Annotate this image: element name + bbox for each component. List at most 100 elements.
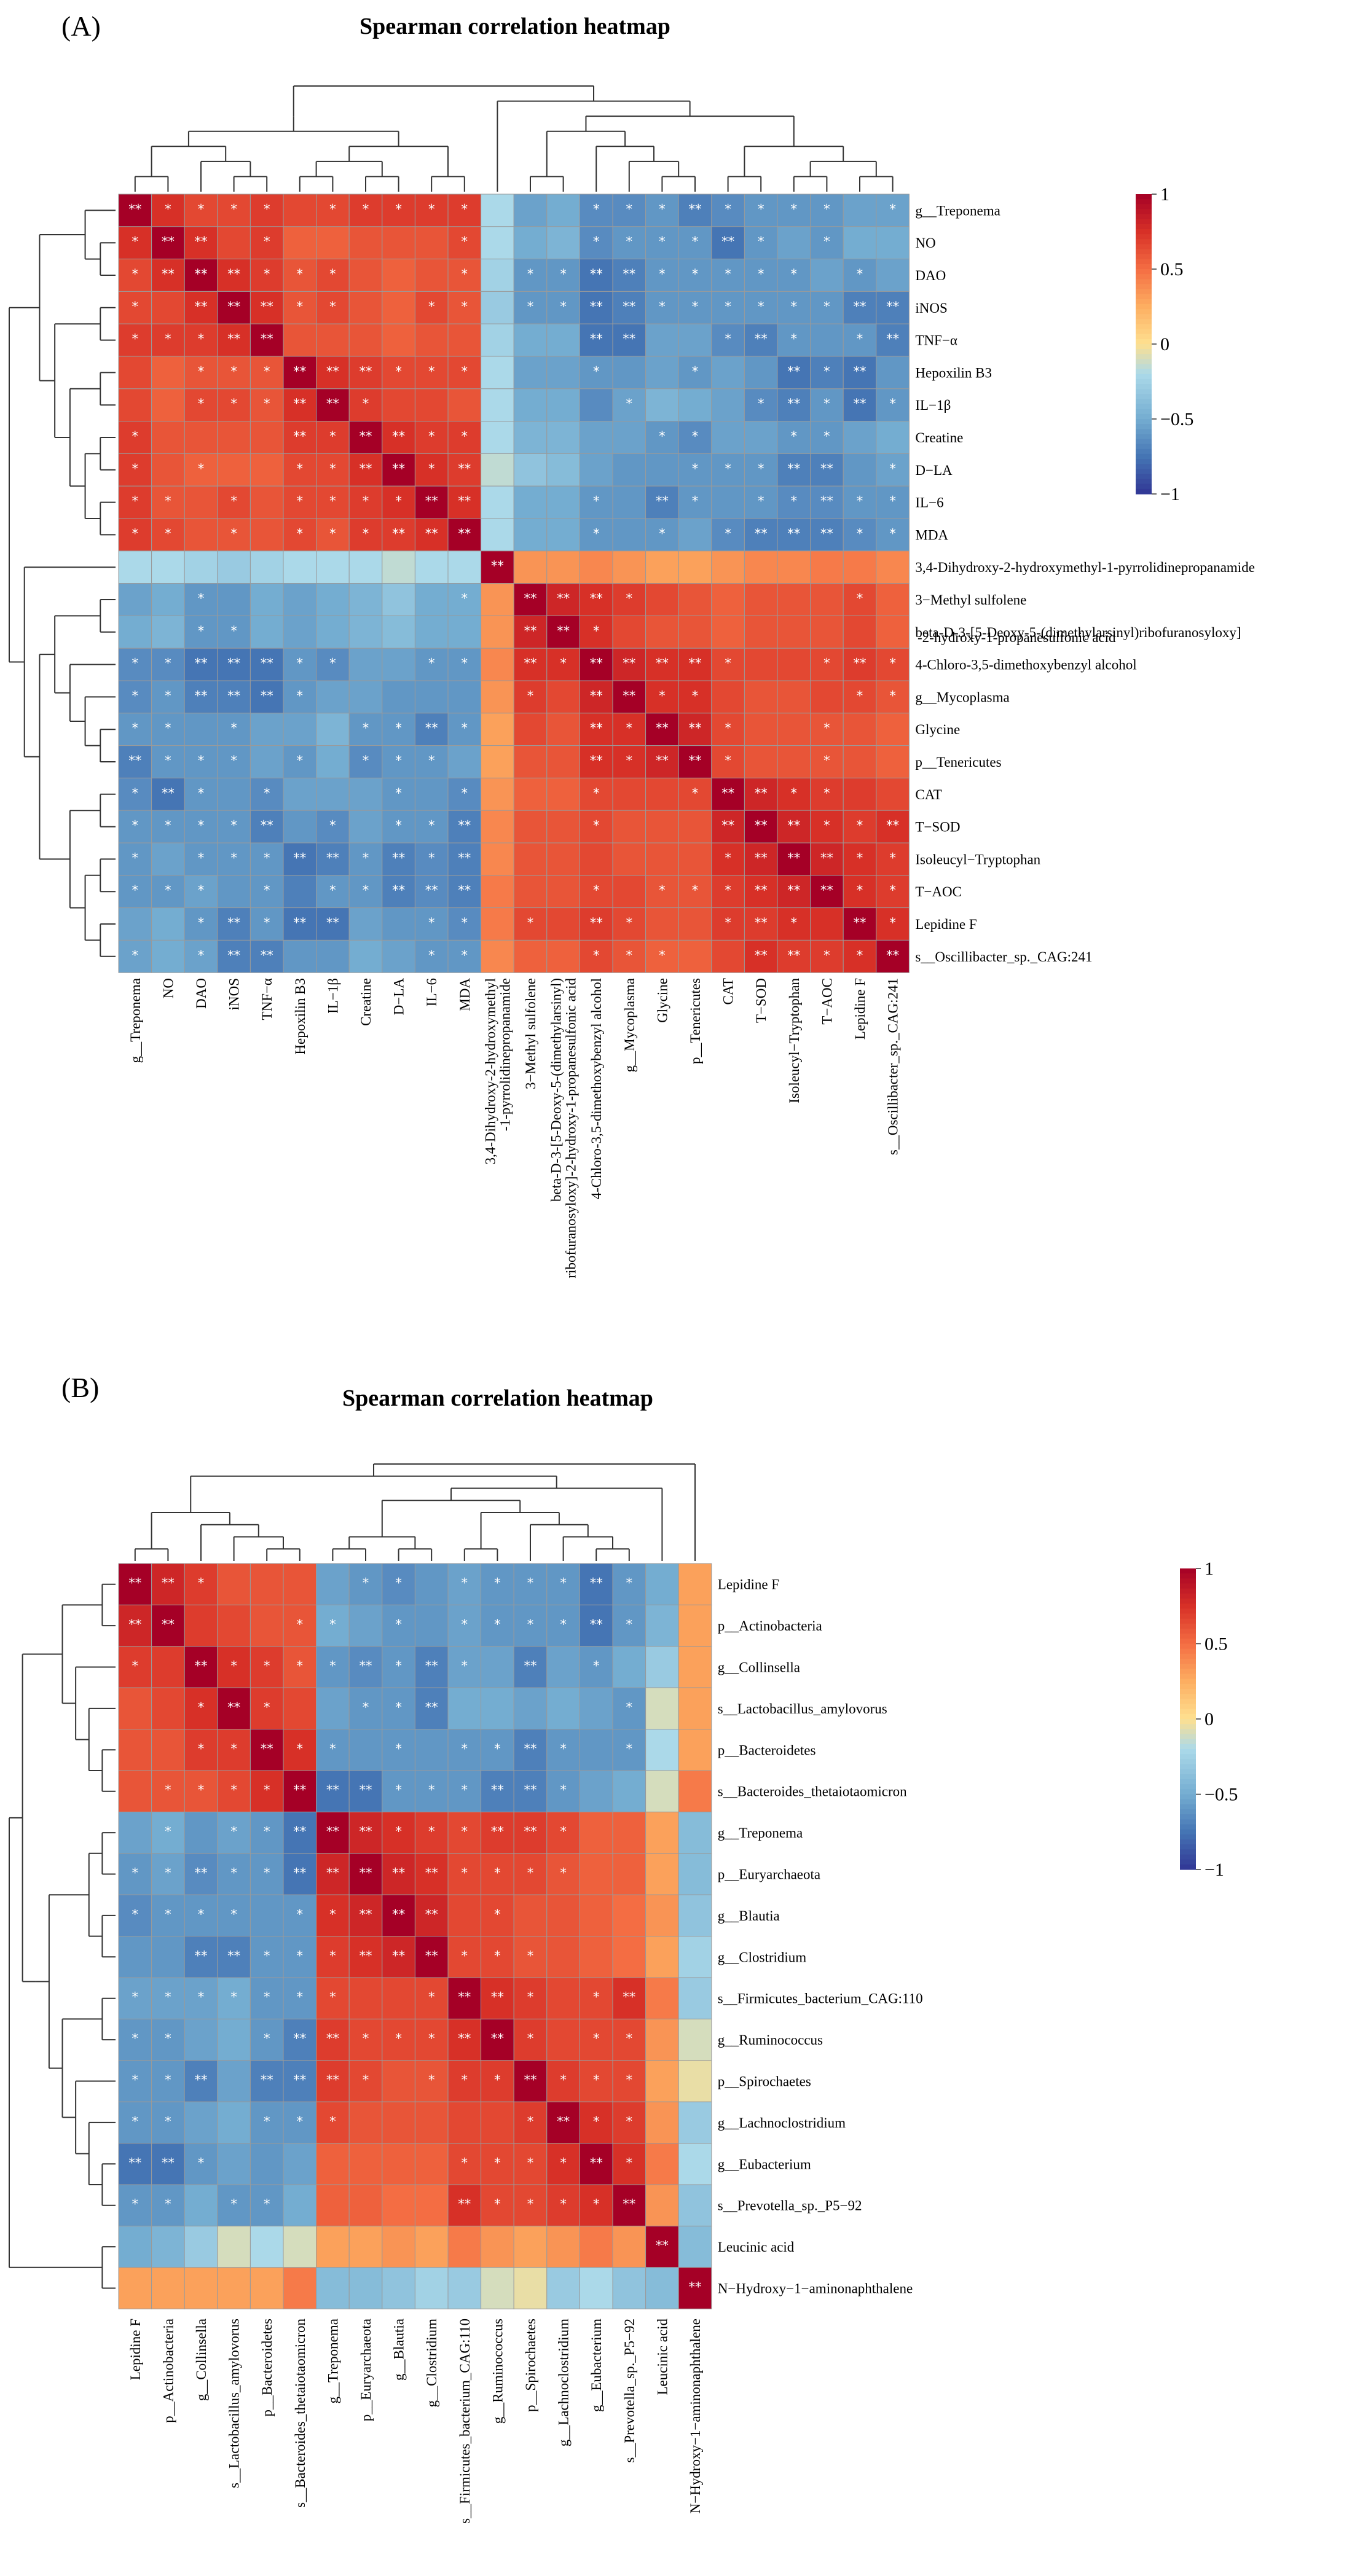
b-significance-r11-c8: * [395, 2031, 402, 2046]
a-significance-r16-c21: * [823, 721, 830, 735]
b-significance-r10-c11: ** [491, 1990, 504, 2005]
a-legend-swatch [1136, 334, 1152, 340]
b-cell-r5-c10 [447, 1770, 482, 1812]
a-significance-r14-c13: * [560, 656, 567, 671]
a-significance-r2-c20: * [791, 267, 798, 281]
b-significance-r10-c4: * [264, 1990, 270, 2005]
a-significance-r9-c1: * [165, 494, 171, 509]
b-column-label: g__Treponema [325, 2319, 340, 2403]
a-cell-r11-c21 [810, 550, 844, 584]
a-significance-r10-c7: * [363, 526, 369, 541]
b-cell-r5-c1 [151, 1770, 185, 1812]
a-significance-r11-c11: ** [491, 558, 504, 573]
a-col-dendro-branch-4 [299, 176, 334, 192]
a-legend-swatch [1136, 259, 1152, 265]
b-cell-r12-c9 [414, 2060, 449, 2102]
a-significance-r14-c10: * [462, 656, 468, 671]
a-cell-r11-c3 [217, 550, 251, 584]
b-significance-r0-c2: * [198, 1576, 205, 1591]
b-row-dendro-branch-6 [101, 1914, 116, 1958]
a-column-label-line: g__Treponema [128, 978, 143, 1063]
a-cell-r10-c19 [744, 518, 778, 552]
a-significance-r5-c14: * [593, 364, 600, 378]
a-cell-r7-c12 [513, 421, 548, 454]
a-cell-r17-c15 [612, 745, 647, 778]
b-cell-r12-c5 [283, 2060, 317, 2102]
a-significance-r10-c21: ** [820, 526, 833, 541]
a-significance-r15-c22: * [857, 688, 863, 703]
a-significance-r17-c16: ** [656, 753, 669, 768]
a-cell-r5-c17 [678, 356, 712, 390]
a-cell-r1-c13 [546, 226, 580, 260]
b-significance-r4-c11: * [494, 1741, 501, 1756]
b-cell-r11-c0 [118, 2018, 152, 2061]
a-cell-r7-c9 [414, 421, 449, 454]
b-cell-r0-c4 [250, 1563, 284, 1605]
a-cell-r1-c5 [283, 226, 317, 260]
a-cell-r19-c23 [876, 810, 910, 844]
b-cell-r13-c9 [414, 2101, 449, 2144]
a-cell-r8-c4 [250, 453, 284, 487]
a-cell-r12-c3 [217, 583, 251, 616]
a-column-label-line: IL−6 [424, 978, 439, 1006]
b-significance-r7-c5: ** [293, 1866, 306, 1881]
a-cell-r18-c21 [810, 777, 844, 811]
a-significance-r13-c3: * [230, 624, 237, 638]
b-cell-r16-c8 [382, 2225, 415, 2268]
a-significance-r21-c17: * [692, 883, 699, 898]
a-legend-swatch [1136, 424, 1152, 429]
a-significance-r14-c15: ** [623, 656, 635, 671]
b-cell-r5-c11 [481, 1770, 514, 1812]
b-cell-r3-c11 [481, 1687, 514, 1730]
a-significance-r5-c8: * [395, 364, 402, 378]
b-column-label-line: s__Lactobacillus_amylovorus [227, 2319, 242, 2488]
a-cell-r11-c0 [118, 550, 152, 584]
b-significance-r4-c4: ** [261, 1741, 273, 1756]
b-cell-r7-c9 [414, 1853, 449, 1895]
b-cell-r14-c7 [348, 2143, 383, 2185]
a-legend-swatch [1136, 224, 1152, 230]
a-cell-r23-c18 [711, 939, 745, 973]
a-cell-r23-c22 [843, 939, 877, 973]
a-significance-r9-c22: * [857, 494, 863, 509]
b-cell-r9-c2 [184, 1936, 218, 1978]
a-cell-r0-c18 [711, 194, 745, 227]
a-cell-r17-c8 [382, 745, 415, 778]
a-cell-r1-c9 [414, 226, 449, 260]
b-significance-r7-c11: * [494, 1866, 501, 1881]
b-cell-r16-c5 [283, 2225, 317, 2268]
a-cell-r8-c6 [316, 453, 350, 487]
b-cell-r2-c9 [414, 1646, 449, 1688]
a-cell-r17-c0 [118, 745, 152, 778]
a-cell-r3-c12 [513, 291, 548, 324]
a-cell-r6-c18 [711, 388, 745, 422]
b-significance-r7-c9: ** [425, 1866, 438, 1881]
b-cell-r8-c17 [678, 1894, 712, 1937]
b-significance-r11-c9: * [428, 2031, 435, 2046]
b-cell-r11-c2 [184, 2018, 218, 2061]
a-cell-r1-c18 [711, 226, 745, 260]
b-significance-r12-c1: * [165, 2073, 171, 2088]
a-cell-r15-c13 [546, 680, 580, 714]
a-significance-r17-c7: * [363, 753, 369, 768]
a-legend-swatch [1136, 469, 1152, 475]
a-row-label: g__Treponema [915, 203, 1000, 218]
a-cell-r8-c19 [744, 453, 778, 487]
b-significance-r13-c13: ** [557, 2114, 570, 2129]
b-column-label-line: g__Lachnoclostridium [556, 2319, 572, 2446]
a-significance-r18-c14: * [593, 786, 600, 801]
b-significance-r5-c9: * [428, 1783, 435, 1798]
b-significance-r0-c7: * [363, 1576, 369, 1591]
a-significance-r7-c20: * [791, 429, 798, 444]
a-cell-r5-c23 [876, 356, 910, 390]
a-cell-r14-c23 [876, 648, 910, 681]
b-row-dendro-branch-3 [75, 1666, 116, 1740]
a-significance-r4-c3: ** [227, 332, 240, 346]
b-row-label: p__Spirochaetes [718, 2074, 811, 2089]
b-row-dendro-branch-13 [48, 1894, 89, 2069]
a-row-dendro-branch-16 [100, 858, 116, 893]
a-significance-r7-c0: * [132, 429, 139, 444]
a-cell-r18-c11 [481, 777, 514, 811]
a-cell-r19-c12 [513, 810, 548, 844]
b-significance-r7-c12: * [527, 1866, 534, 1881]
